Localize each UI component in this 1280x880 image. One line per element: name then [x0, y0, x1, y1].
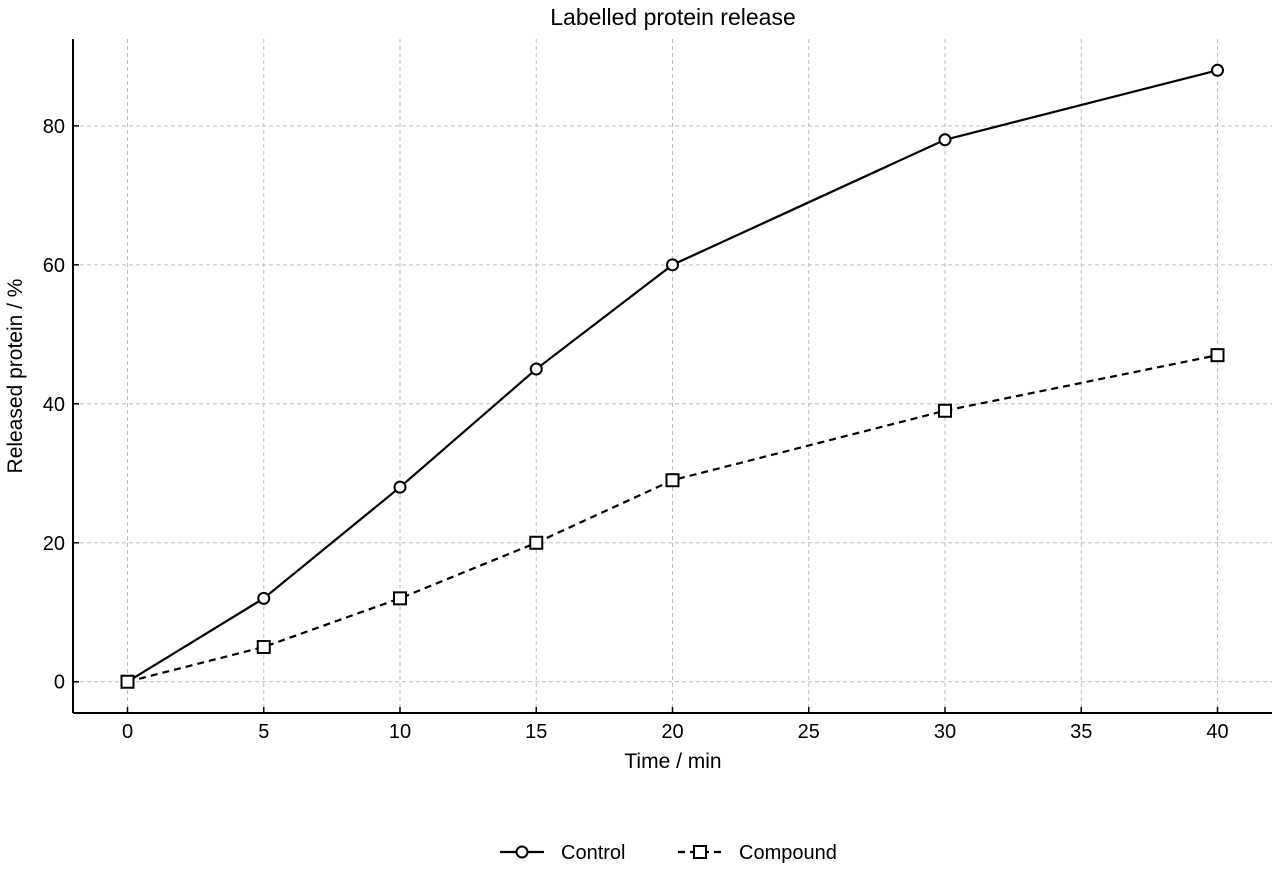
- legend: Control Compound: [500, 842, 837, 864]
- x-tick-label-4: 20: [661, 721, 683, 743]
- compound-point-0: [120, 674, 135, 689]
- y-axis-label: Released protein / %: [4, 279, 27, 474]
- compound-point-5: [938, 403, 952, 418]
- x-tick-label-8: 40: [1206, 721, 1228, 743]
- legend-item-control: Control: [500, 842, 625, 864]
- legend-label-control: Control: [561, 842, 625, 864]
- x-axis-label: Time / min: [624, 750, 721, 773]
- control-point-2: [393, 480, 407, 494]
- ticks: 0 5 10 15 20 25 30 35 40 0 20 40 60 80: [43, 116, 1229, 743]
- x-tick-label-7: 35: [1070, 721, 1092, 743]
- y-tick-label-0: 0: [54, 672, 65, 694]
- legend-marker-compound: [693, 845, 707, 859]
- legend-marker-control: [515, 845, 529, 859]
- chart-title: Labelled protein release: [550, 4, 796, 30]
- series-compound: [120, 348, 1225, 689]
- control-point-6: [1211, 63, 1224, 77]
- compound-point-3: [529, 535, 544, 550]
- legend-label-compound: Compound: [739, 842, 837, 864]
- x-tick-label-5: 25: [798, 721, 820, 743]
- control-point-3: [529, 362, 543, 376]
- compound-point-6: [1210, 348, 1225, 363]
- y-tick-label-2: 40: [43, 394, 65, 416]
- x-tick-label-1: 5: [258, 721, 269, 743]
- control-point-5: [938, 133, 952, 147]
- compound-point-2: [393, 591, 407, 606]
- control-point-1: [257, 591, 271, 605]
- compound-point-1: [256, 639, 271, 654]
- x-tick-label-0: 0: [122, 721, 133, 743]
- y-tick-label-3: 60: [43, 255, 65, 277]
- control-point-4: [666, 258, 679, 272]
- x-tick-label-2: 10: [389, 721, 411, 743]
- legend-item-compound: Compound: [678, 842, 837, 864]
- y-tick-label-1: 20: [43, 533, 65, 555]
- x-tick-label-6: 30: [934, 721, 956, 743]
- y-tick-label-4: 80: [43, 116, 65, 138]
- series-group: [120, 63, 1225, 689]
- x-tick-label-3: 15: [525, 721, 547, 743]
- compound-point-4: [665, 473, 680, 488]
- grid: [73, 39, 1272, 713]
